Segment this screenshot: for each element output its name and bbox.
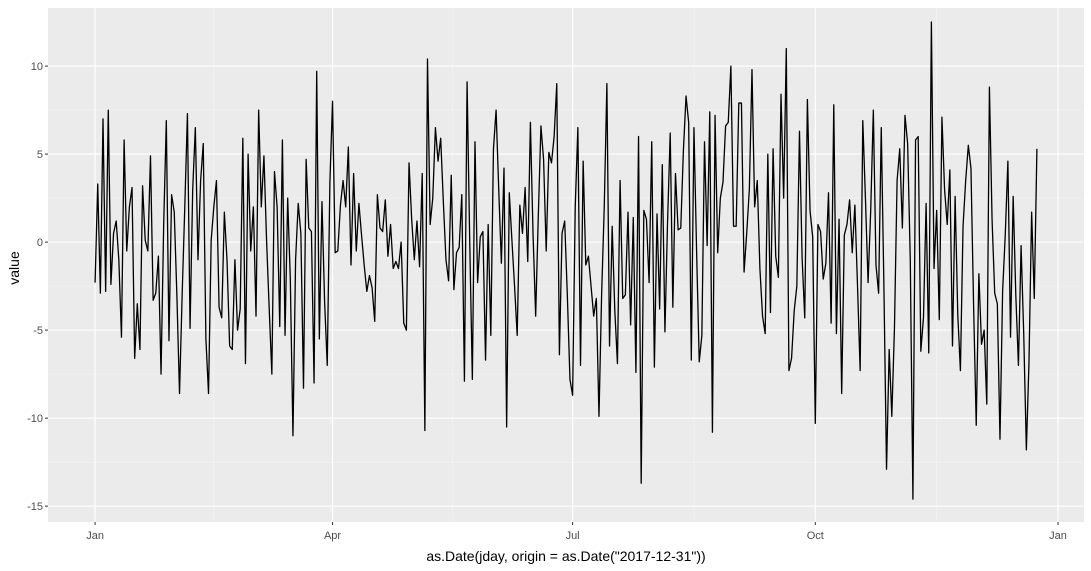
x-tick-label: Jan	[1049, 530, 1067, 542]
y-axis: -15 -10 -5 0 5 10	[27, 61, 48, 513]
x-tick-label: Jul	[566, 530, 580, 542]
x-axis-title: as.Date(jday, origin = as.Date("2017-12-…	[426, 548, 705, 564]
major-gridlines	[48, 8, 1084, 522]
y-tick-label: -15	[27, 501, 43, 513]
minor-gridlines	[48, 8, 1084, 522]
y-axis-title: value	[6, 251, 22, 285]
y-tick-label: 0	[37, 237, 43, 249]
series-line	[94, 21, 1038, 500]
series-layer	[94, 21, 1038, 500]
y-tick-label: 5	[37, 149, 43, 161]
y-tick-label: -5	[33, 325, 43, 337]
y-tick-label: -10	[27, 413, 43, 425]
x-tick-label: Oct	[807, 530, 824, 542]
x-tick-label: Apr	[324, 530, 341, 542]
x-axis: Jan Apr Jul Oct Jan	[86, 522, 1067, 542]
x-tick-label: Jan	[86, 530, 104, 542]
y-tick-label: 10	[31, 61, 43, 73]
